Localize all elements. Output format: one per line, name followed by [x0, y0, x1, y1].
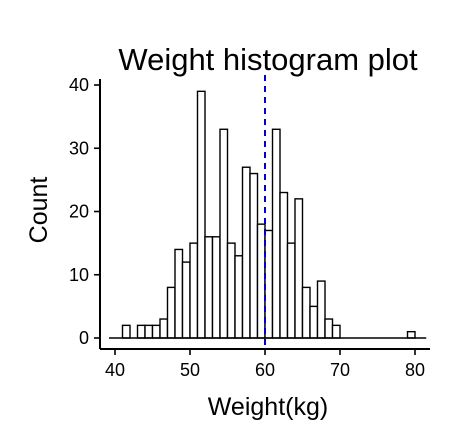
histogram-bar: [406, 330, 416, 339]
histogram-bar: [226, 242, 236, 339]
y-tick-label: 10: [69, 265, 89, 285]
histogram-bar: [166, 286, 176, 339]
histogram-bar: [294, 198, 304, 339]
x-tick-label: 60: [255, 360, 275, 380]
histogram-bar: [309, 305, 319, 339]
histogram-bar: [159, 318, 169, 339]
histogram-bar: [189, 242, 199, 339]
histogram-bar: [211, 236, 221, 339]
histogram-bar: [316, 280, 326, 339]
x-axis: 40 50 60 70 80: [100, 348, 430, 380]
histogram-bar: [301, 286, 311, 339]
x-tick-label: 80: [405, 360, 425, 380]
histogram-bar: [279, 191, 289, 339]
histogram-bar: [136, 324, 146, 339]
histogram-bar: [264, 229, 274, 339]
histogram-bar: [241, 166, 251, 339]
histogram-bar: [196, 90, 206, 339]
histogram-bar: [174, 248, 184, 339]
histogram-bar: [331, 324, 341, 339]
y-tick-label: 40: [69, 75, 89, 95]
histogram-bars: [121, 90, 416, 339]
histogram-bar: [256, 223, 266, 339]
y-tick-label: 30: [69, 138, 89, 158]
histogram-bar: [286, 242, 296, 339]
x-axis-label: Weight(kg): [208, 393, 328, 421]
histogram-bar: [151, 324, 161, 339]
histogram-bar: [234, 255, 244, 339]
histogram-bar: [219, 128, 229, 339]
histogram-bar: [144, 324, 154, 339]
histogram-bar: [204, 236, 214, 339]
chart-title: Weight histogram plot: [118, 42, 418, 77]
histogram-bar: [181, 261, 191, 339]
x-tick-label: 40: [105, 360, 125, 380]
histogram-bar: [271, 128, 281, 339]
x-tick-label: 70: [330, 360, 350, 380]
y-tick-label: 0: [79, 328, 89, 348]
y-axis-label: Count: [25, 177, 53, 244]
histogram-bar: [249, 172, 259, 339]
y-tick-label: 20: [69, 202, 89, 222]
histogram-bar: [121, 324, 131, 339]
x-tick-label: 50: [180, 360, 200, 380]
y-axis: 0 10 20 30 40: [69, 75, 101, 349]
histogram-bar: [324, 318, 334, 339]
